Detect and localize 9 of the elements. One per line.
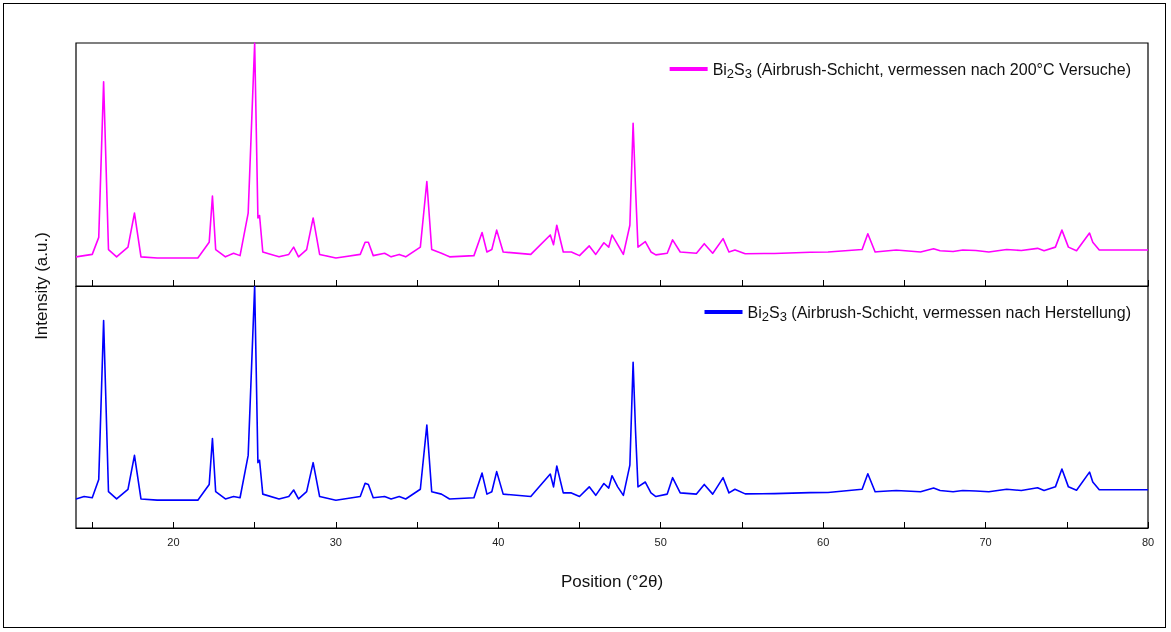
x-axis-title: Position (°2θ) <box>560 572 664 591</box>
x-tick-label: 60 <box>817 535 830 548</box>
x-tick-label: 50 <box>654 535 667 548</box>
x-tick-label: 80 <box>1141 535 1155 548</box>
x-tick-label: 70 <box>979 535 992 548</box>
x-tick-label: 40 <box>492 535 505 548</box>
y-axis-title: Intensity (a.u.) <box>32 232 52 340</box>
x-tick-label: 20 <box>167 535 180 548</box>
x-tick-label: 30 <box>329 535 342 548</box>
